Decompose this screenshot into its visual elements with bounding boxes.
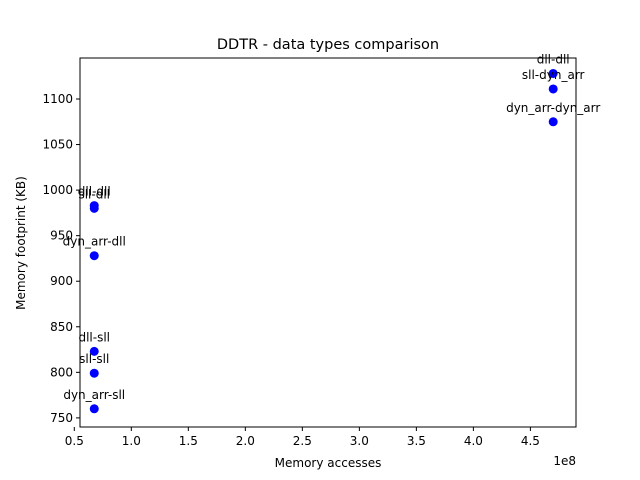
x-tick-label: 1.0	[122, 434, 141, 448]
y-tick-label: 900	[50, 274, 73, 288]
y-tick-label: 850	[50, 320, 73, 334]
x-axis-offset-text: 1e8	[553, 454, 576, 468]
data-point	[548, 84, 558, 94]
x-tick-label: 0.5	[65, 434, 84, 448]
y-tick-label: 750	[50, 411, 73, 425]
x-tick-label: 4.0	[464, 434, 483, 448]
point-label: dll-sll	[78, 330, 110, 344]
x-axis-ticks: 0.5 1.0 1.5 2.0 2.5 3.0 3.5 4.0 4.5	[65, 427, 540, 448]
point-label: dll-dll	[78, 185, 111, 199]
y-tick-label: 1000	[42, 183, 73, 197]
point-label: sll-dyn_arr	[522, 68, 585, 82]
x-tick-label: 3.0	[350, 434, 369, 448]
data-point	[89, 251, 99, 261]
data-points	[89, 68, 558, 414]
point-label: sll-sll	[79, 352, 109, 366]
x-tick-label: 4.5	[521, 434, 540, 448]
point-label: dyn_arr-dyn_arr	[506, 101, 600, 115]
point-label: dyn_arr-sll	[63, 388, 125, 402]
data-point	[89, 368, 99, 378]
x-tick-label: 3.5	[407, 434, 426, 448]
y-tick-label: 1050	[42, 138, 73, 152]
plot-frame	[79, 57, 577, 428]
x-tick-label: 2.5	[293, 434, 312, 448]
x-tick-label: 1.5	[179, 434, 198, 448]
point-annotations: dll-dll sll-dyn_arr dyn_arr-dyn_arr dll-dll…	[63, 52, 601, 401]
y-tick-label: 800	[50, 365, 73, 379]
y-axis-ticks: 750 800 850 900 950 1000 1050 1100	[42, 92, 80, 425]
x-tick-label: 2.0	[236, 434, 255, 448]
point-label: dyn_arr-dll	[63, 235, 126, 249]
point-label: dll-dll	[537, 52, 570, 66]
x-axis-label: Memory accesses	[275, 456, 382, 470]
data-point	[89, 346, 99, 356]
y-tick-label: 950	[50, 229, 73, 243]
data-point	[548, 117, 558, 127]
y-tick-label: 1100	[42, 92, 73, 106]
data-point	[89, 203, 99, 213]
point-label: sll-dll	[78, 187, 110, 201]
chart-title: DDTR - data types comparison	[217, 37, 439, 53]
y-axis-label: Memory footprint (KB)	[14, 176, 28, 310]
data-point	[89, 404, 99, 414]
data-point	[548, 68, 558, 78]
